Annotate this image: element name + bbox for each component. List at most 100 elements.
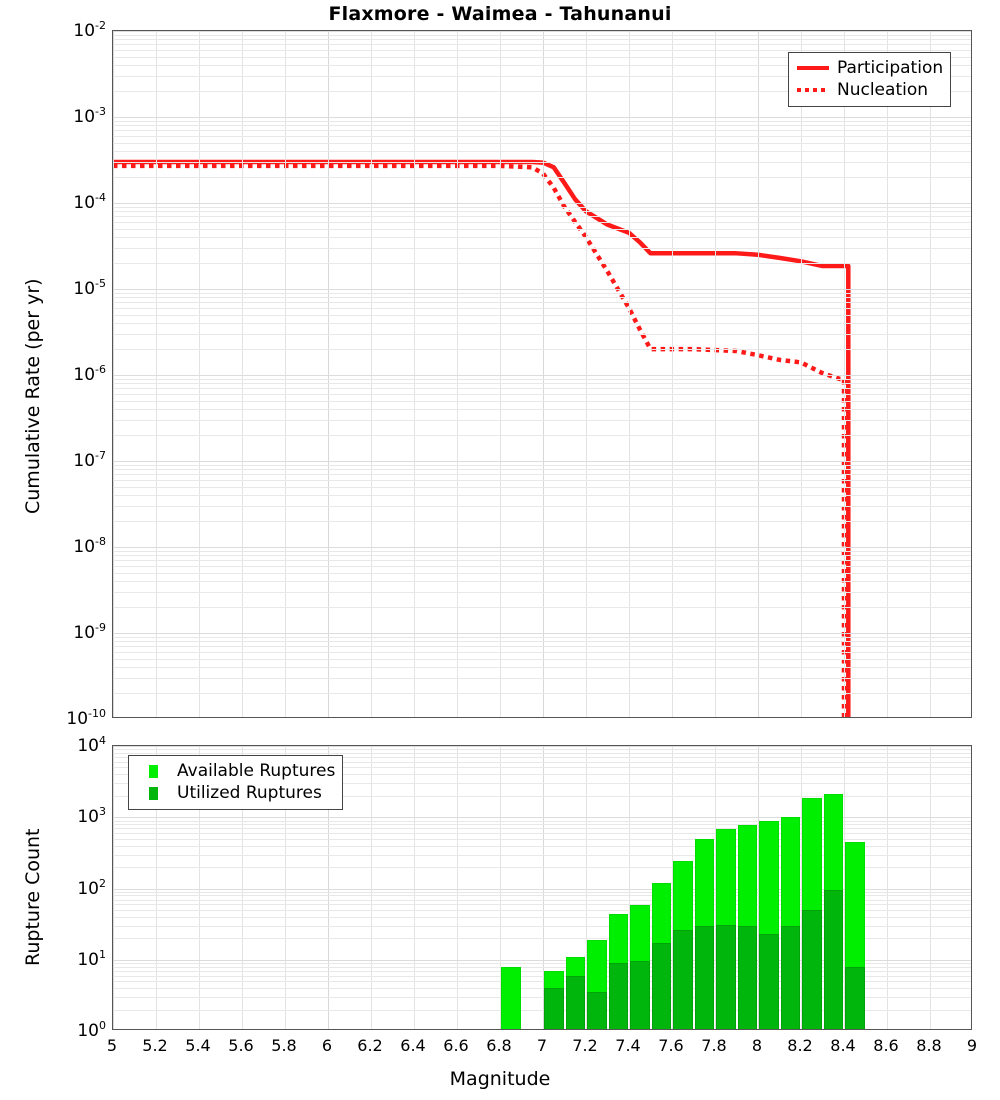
y-tick-label: 101 [77, 947, 106, 970]
grid-line [457, 746, 458, 1029]
rupture-bar[interactable] [501, 966, 521, 1029]
grid-line [113, 774, 971, 776]
grid-line [113, 988, 971, 990]
grid-line [199, 31, 200, 717]
grid-line [113, 349, 971, 351]
grid-line [113, 292, 971, 294]
rupture-bar[interactable] [845, 841, 865, 1029]
grid-line [199, 746, 200, 1029]
rupture-bar[interactable] [587, 939, 607, 1029]
x-tick-label: 8.2 [787, 1036, 813, 1055]
grid-line [113, 383, 971, 385]
grid-line [113, 91, 971, 93]
x-tick-label: 6.6 [443, 1036, 469, 1055]
x-tick-label: 9 [966, 1036, 978, 1055]
grid-line [113, 752, 971, 754]
x-tick-label: 8.4 [830, 1036, 856, 1055]
x-tick-label: 7.4 [615, 1036, 641, 1055]
grid-line [113, 895, 971, 897]
grid-line [113, 75, 971, 77]
rupture-bar[interactable] [802, 798, 822, 1029]
legend-item-available[interactable]: Available Ruptures [136, 760, 335, 782]
grid-line [113, 375, 971, 376]
grid-line [113, 222, 971, 224]
grid-line [113, 566, 971, 568]
rupture-bar[interactable] [630, 904, 650, 1029]
grid-line [113, 333, 971, 335]
grid-line [113, 749, 971, 751]
grid-line [113, 767, 971, 769]
grid-line [113, 125, 971, 127]
grid-line [801, 746, 802, 1029]
grid-line [113, 120, 971, 122]
grid-line [113, 308, 971, 310]
grid-line [113, 636, 971, 638]
utilized-segment [673, 930, 693, 1029]
x-tick-label: 6.4 [400, 1036, 426, 1055]
rupture-bar[interactable] [651, 882, 671, 1029]
grid-line [113, 1009, 971, 1011]
nucleation-line-icon [796, 88, 830, 92]
grid-line [113, 474, 971, 476]
grid-line [113, 838, 971, 840]
curve-nucleation [113, 163, 847, 717]
grid-line [371, 31, 372, 717]
grid-line [113, 44, 971, 46]
grid-line [113, 151, 971, 153]
grid-line [113, 117, 971, 118]
rupture-bar[interactable] [565, 956, 585, 1029]
grid-line [113, 39, 971, 41]
grid-line [844, 746, 845, 1029]
rupture-bar[interactable] [544, 970, 564, 1029]
rupture-bar[interactable] [608, 913, 628, 1029]
rupture-bar[interactable] [759, 821, 779, 1029]
utilized-segment [823, 890, 843, 1029]
grid-line [457, 31, 458, 717]
grid-line [113, 746, 114, 1029]
grid-line [113, 572, 971, 574]
participation-line-icon [796, 66, 830, 70]
rupture-bar[interactable] [823, 794, 843, 1029]
grid-line [113, 521, 971, 523]
grid-line [113, 237, 971, 239]
grid-line [113, 970, 971, 972]
y-tick-label: 10-8 [73, 535, 106, 557]
grid-line [371, 746, 372, 1029]
grid-line [113, 633, 971, 634]
x-tick-label: 7.8 [701, 1036, 727, 1055]
rupture-bar[interactable] [780, 817, 800, 1029]
grid-line [113, 555, 971, 557]
grid-line [113, 409, 971, 411]
grid-line [113, 177, 971, 179]
legend-item-participation[interactable]: Participation [796, 57, 943, 79]
grid-line [113, 997, 971, 998]
grid-line [758, 746, 759, 1029]
rupture-bar[interactable] [716, 829, 736, 1029]
legend-item-utilized[interactable]: Utilized Ruptures [136, 782, 335, 804]
grid-line [328, 746, 329, 1029]
x-tick-label: 5.8 [271, 1036, 297, 1055]
legend-item-nucleation[interactable]: Nucleation [796, 79, 943, 101]
page-title: Flaxmore - Waimea - Tahunanui [328, 3, 672, 25]
grid-line [113, 302, 971, 304]
x-tick-label: 6 [321, 1036, 333, 1055]
grid-line [113, 667, 971, 669]
grid-line [586, 746, 587, 1029]
grid-line [113, 50, 971, 52]
grid-line [113, 824, 971, 826]
grid-line [887, 746, 888, 1029]
utilized-segment [544, 988, 564, 1029]
available-swatch-icon [136, 764, 170, 778]
utilized-segment [759, 933, 779, 1029]
rupture-bar[interactable] [694, 838, 714, 1029]
y-tick-label: 10-7 [73, 449, 106, 471]
rupture-bar[interactable] [737, 824, 757, 1029]
grid-line [500, 746, 501, 1029]
grid-line [113, 206, 971, 208]
rupture-bar[interactable] [673, 861, 693, 1029]
grid-line [113, 34, 971, 36]
grid-line [113, 909, 971, 911]
grid-line [414, 31, 415, 717]
grid-line [113, 761, 971, 763]
grid-line [113, 486, 971, 488]
